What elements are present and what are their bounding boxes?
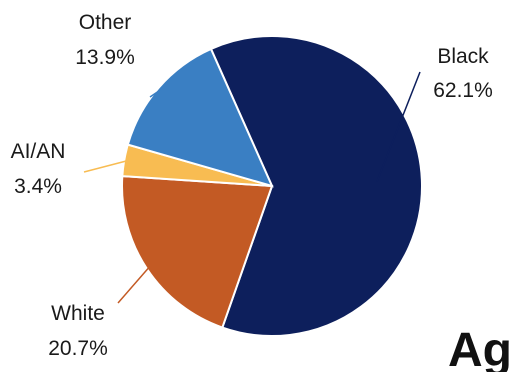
heading-fragment: Ag: [448, 324, 512, 372]
slice-label-black: Black: [437, 45, 489, 68]
pie-slices: [121, 35, 423, 337]
pie-slice-black: [209, 35, 423, 337]
leader-line-white: [117, 266, 150, 304]
slice-value-aian: 3.4%: [14, 175, 62, 198]
leader-lines: [83, 71, 421, 304]
pie-slice-white: [121, 175, 274, 329]
leader-line-other: [149, 88, 162, 98]
slice-value-other: 13.9%: [75, 46, 135, 69]
pie-slice-other: [126, 47, 274, 188]
leader-line-black: [376, 71, 421, 183]
leader-line-aian: [83, 160, 128, 173]
slice-value-black: 62.1%: [433, 79, 493, 102]
slice-value-white: 20.7%: [48, 337, 108, 360]
slice-label-other: Other: [79, 11, 132, 34]
slice-label-white: White: [51, 302, 105, 325]
slice-label-aian: AI/AN: [11, 140, 66, 163]
